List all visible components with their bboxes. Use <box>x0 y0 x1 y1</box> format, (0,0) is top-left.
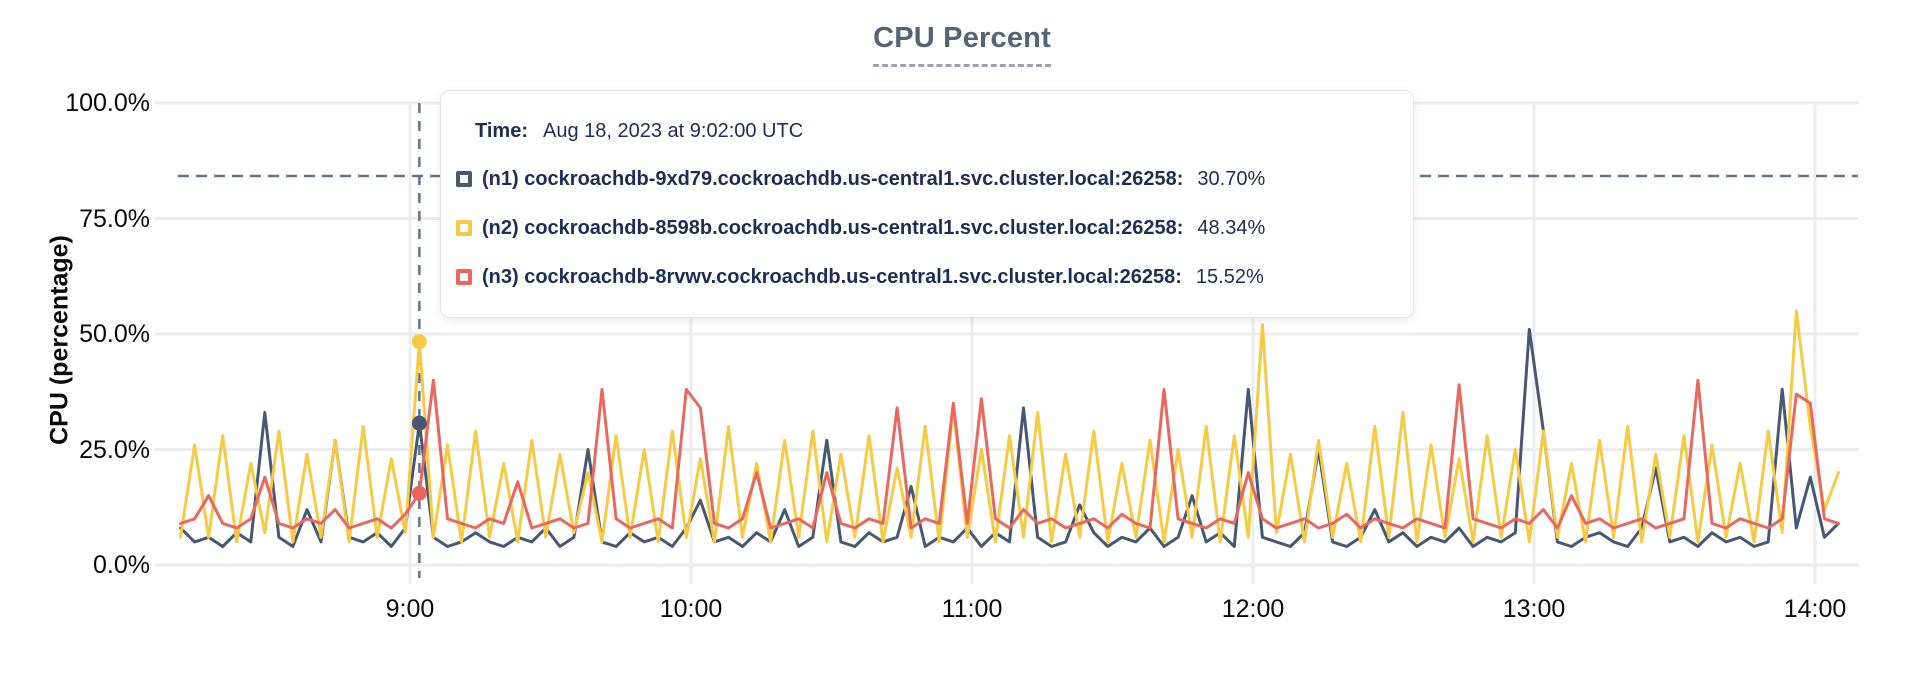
hover-dot-n3 <box>411 485 427 501</box>
x-tick-10: 10:00 <box>659 595 723 623</box>
tooltip-n2-label: (n2) cockroachdb-8598b.cockroachdb.us-ce… <box>482 216 1184 239</box>
tooltip-row-n2: (n2) cockroachdb-8598b.cockroachdb.us-ce… <box>456 216 1383 240</box>
x-tick-11: 11:00 <box>941 595 1003 623</box>
y-tick-25: 25.0% <box>79 435 150 464</box>
tooltip-n1-value: 30.70% <box>1197 167 1266 190</box>
x-tick-14: 14:00 <box>1783 595 1847 623</box>
tooltip-n2-value: 48.34% <box>1197 216 1266 239</box>
hover-tooltip: Time: Aug 18, 2023 at 9:02:00 UTC (n1) c… <box>440 90 1414 318</box>
y-tick-75: 75.0% <box>79 204 150 233</box>
series-line-n1 <box>179 327 1840 548</box>
x-tick-9: 9:00 <box>385 595 435 623</box>
tooltip-row-n1: (n1) cockroachdb-9xd79.cockroachdb.us-ce… <box>456 167 1383 191</box>
series-n3-swatch-icon <box>456 269 472 285</box>
series-n1-swatch-icon <box>456 171 472 187</box>
tooltip-row-n3: (n3) cockroachdb-8rvwv.cockroachdb.us-ce… <box>456 265 1383 289</box>
hover-dot-n1 <box>411 415 427 431</box>
tooltip-n3-label: (n3) cockroachdb-8rvwv.cockroachdb.us-ce… <box>482 265 1182 288</box>
y-tick-100: 100.0% <box>65 89 150 117</box>
tooltip-n3-value: 15.52% <box>1195 265 1264 288</box>
x-tick-12: 12:00 <box>1221 595 1285 623</box>
tooltip-n1-label: (n1) cockroachdb-9xd79.cockroachdb.us-ce… <box>482 167 1184 190</box>
series-n2-swatch-icon <box>456 220 472 236</box>
hover-dot-n2 <box>411 334 427 350</box>
series-line-n3 <box>179 378 1840 530</box>
tooltip-time-value: Aug 18, 2023 at 9:02:00 UTC <box>542 120 804 142</box>
tooltip-time-label: Time: <box>475 120 528 142</box>
chart-title-wrap: CPU Percent <box>873 22 1051 67</box>
tooltip-time-row: Time: Aug 18, 2023 at 9:02:00 UTC <box>475 120 1383 143</box>
y-tick-0: 0.0% <box>93 551 150 579</box>
x-tick-13: 13:00 <box>1502 595 1566 623</box>
chart-title: CPU Percent <box>873 22 1051 67</box>
y-tick-50: 50.0% <box>79 320 150 348</box>
series-line-n2 <box>179 309 1840 544</box>
